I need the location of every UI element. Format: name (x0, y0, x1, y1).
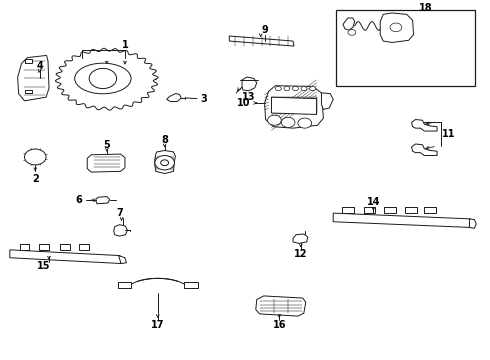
Polygon shape (87, 154, 125, 172)
Ellipse shape (74, 63, 131, 94)
Polygon shape (79, 244, 89, 250)
Text: 15: 15 (37, 261, 51, 271)
Polygon shape (405, 207, 416, 213)
Polygon shape (119, 256, 126, 264)
Circle shape (284, 86, 290, 91)
Polygon shape (25, 90, 32, 93)
Polygon shape (364, 207, 375, 213)
Text: 3: 3 (200, 94, 207, 104)
Polygon shape (469, 219, 476, 228)
Text: 11: 11 (442, 129, 456, 139)
Text: 7: 7 (117, 208, 123, 218)
Circle shape (310, 86, 316, 91)
Text: 8: 8 (161, 135, 168, 145)
Polygon shape (412, 144, 437, 156)
Polygon shape (96, 197, 110, 204)
Circle shape (293, 86, 298, 91)
Circle shape (24, 149, 46, 165)
Circle shape (275, 86, 281, 91)
Polygon shape (18, 55, 49, 101)
Circle shape (155, 156, 174, 170)
Text: 14: 14 (367, 197, 380, 207)
Circle shape (298, 118, 312, 128)
Circle shape (348, 30, 356, 35)
Polygon shape (114, 225, 127, 236)
Text: 12: 12 (294, 249, 308, 259)
Text: 4: 4 (37, 60, 44, 71)
Polygon shape (380, 13, 414, 42)
Polygon shape (229, 36, 294, 46)
Polygon shape (271, 97, 317, 114)
Polygon shape (60, 244, 70, 250)
Polygon shape (184, 282, 198, 288)
Text: 18: 18 (418, 3, 432, 13)
Polygon shape (167, 94, 181, 102)
Polygon shape (39, 244, 49, 250)
Text: 16: 16 (272, 320, 286, 330)
Polygon shape (118, 282, 131, 288)
Circle shape (268, 115, 281, 125)
Text: 6: 6 (75, 195, 82, 205)
Polygon shape (424, 207, 436, 213)
Circle shape (390, 23, 402, 32)
Circle shape (89, 68, 117, 89)
Polygon shape (342, 207, 354, 213)
Text: 13: 13 (242, 92, 256, 102)
Circle shape (301, 86, 307, 91)
Polygon shape (256, 296, 306, 316)
Circle shape (161, 160, 169, 166)
Polygon shape (343, 18, 355, 30)
Polygon shape (25, 59, 32, 63)
Circle shape (281, 117, 295, 127)
Bar (336, 10, 475, 86)
Polygon shape (155, 150, 175, 174)
Polygon shape (20, 244, 29, 250)
Polygon shape (265, 86, 323, 128)
Text: 5: 5 (103, 140, 110, 150)
Polygon shape (384, 207, 396, 213)
Polygon shape (293, 234, 308, 243)
Text: 10: 10 (237, 98, 251, 108)
Polygon shape (412, 120, 437, 131)
Text: 17: 17 (151, 320, 165, 330)
Text: 1: 1 (122, 40, 128, 50)
Polygon shape (242, 77, 257, 91)
Polygon shape (10, 250, 121, 264)
Polygon shape (333, 213, 472, 228)
Text: 2: 2 (32, 174, 39, 184)
Polygon shape (321, 93, 333, 109)
Text: 9: 9 (261, 24, 268, 35)
